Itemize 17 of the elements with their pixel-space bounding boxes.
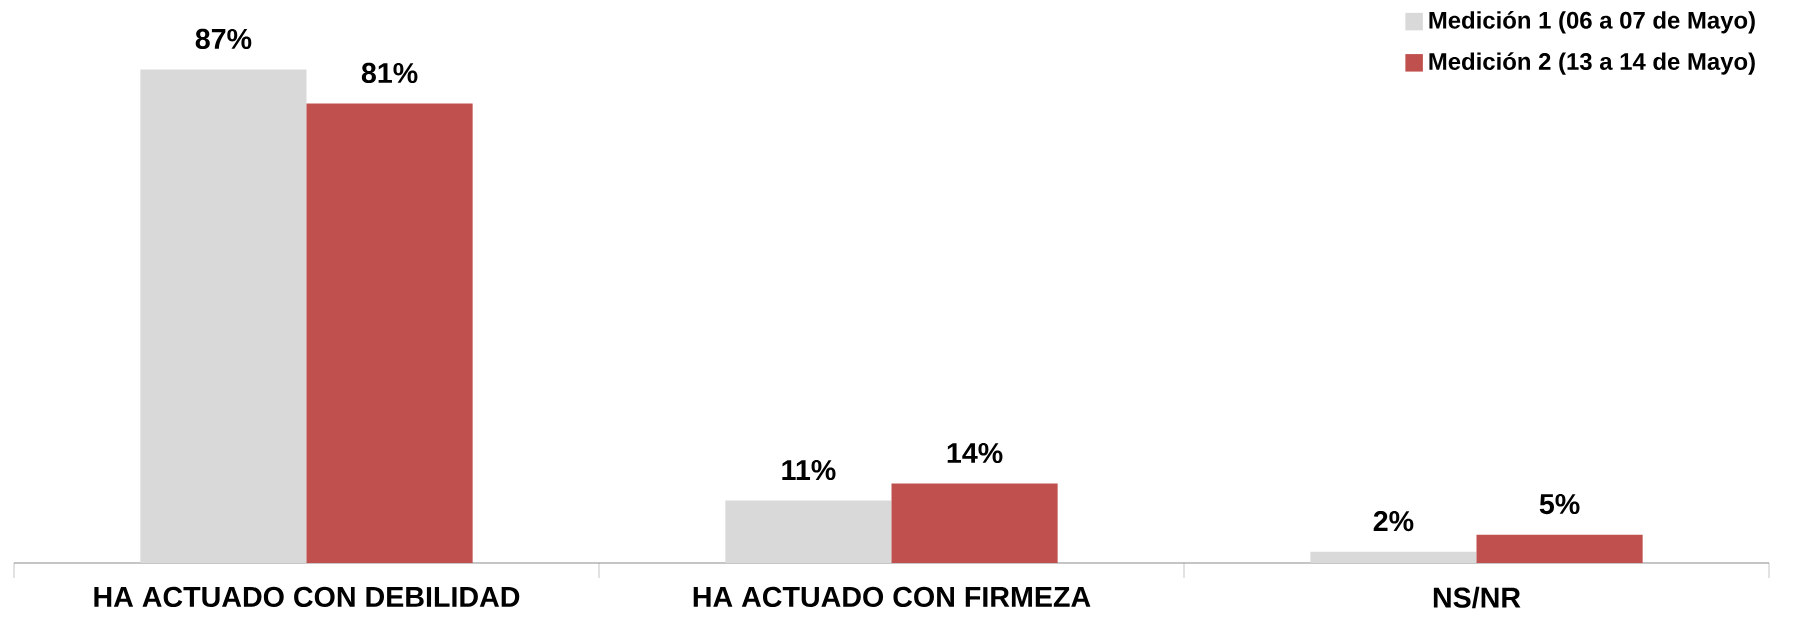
data-label: 81% <box>361 62 418 84</box>
bar <box>1476 534 1643 563</box>
bar <box>725 500 892 563</box>
x-tick-label: HA ACTUADO CON DEBILIDAD <box>94 586 520 608</box>
bar <box>1310 551 1477 563</box>
bar <box>140 69 307 563</box>
data-label: 11% <box>782 459 836 481</box>
x-tick-label: NS/NR <box>1433 586 1521 609</box>
data-label: 87% <box>195 28 252 50</box>
bar <box>891 483 1058 563</box>
data-label: 2% <box>1373 510 1414 532</box>
legend-label: Medición 2 (13 a 14 de Mayo) <box>1429 52 1755 75</box>
data-label: 14% <box>947 442 1003 464</box>
data-label: 5% <box>1539 493 1580 515</box>
bar <box>306 103 473 563</box>
legend-label: Medición 1 (06 a 07 de Mayo) <box>1429 10 1755 34</box>
x-tick-label: HA ACTUADO CON FIRMEZA <box>693 586 1091 608</box>
